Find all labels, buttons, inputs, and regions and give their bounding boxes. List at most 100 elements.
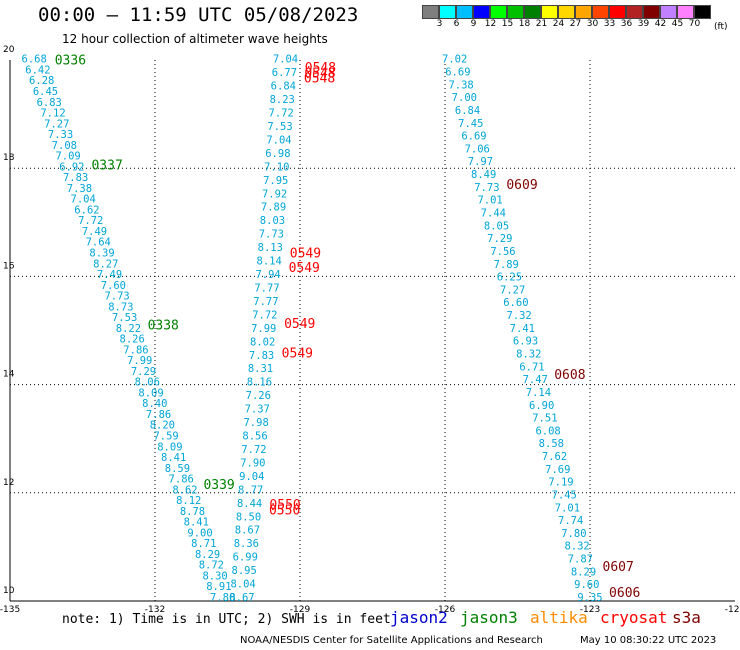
wave-height-label: 7.04: [273, 54, 298, 66]
wave-height-label: 7.45: [552, 489, 577, 501]
pass-time-label: 0549: [290, 246, 321, 261]
wave-height-label: 8.26: [120, 334, 145, 346]
wave-height-label: 7.53: [267, 121, 292, 133]
pass-time-label: 0548: [305, 61, 336, 76]
pass-time-label: 0548: [304, 66, 335, 81]
wave-height-label: 8.14: [257, 256, 282, 268]
wave-height-label: 7.86: [169, 474, 194, 486]
wave-height-label: 8.40: [142, 398, 167, 410]
legend-label: 30: [586, 19, 599, 29]
wave-height-label: 7.80: [210, 592, 235, 604]
legend-label: 33: [603, 19, 616, 29]
legend-label: 6: [453, 19, 460, 29]
y-tick-label: 18: [3, 153, 15, 163]
wave-height-label: 7.59: [153, 431, 178, 443]
legend-swatch: [541, 5, 558, 19]
legend-swatch: [609, 5, 626, 19]
footer-note: note: 1) Time is in UTC; 2) SWH is in fe…: [62, 612, 391, 627]
pass-time-label: 0337: [91, 158, 122, 173]
wave-height-label: 8.58: [539, 438, 564, 450]
legend-label: 21: [535, 19, 548, 29]
legend-label: 24: [552, 19, 565, 29]
pass-time-label: 0607: [603, 560, 634, 575]
wave-height-label: 7.49: [82, 226, 107, 238]
wave-height-label: 7.29: [131, 366, 156, 378]
wave-height-label: 7.73: [104, 291, 129, 303]
chart-subtitle: 12 hour collection of altimeter wave hei…: [62, 32, 328, 46]
wave-height-label: 9.60: [574, 579, 599, 591]
wave-height-label: 6.69: [461, 131, 486, 143]
wave-height-label: 7.62: [542, 451, 567, 463]
wave-height-label: 7.74: [558, 515, 583, 527]
pass-time-label: 0608: [554, 368, 585, 383]
wave-height-label: 8.67: [235, 525, 260, 537]
x-tick-label: -120: [725, 605, 740, 615]
legend-label: 39: [637, 19, 650, 29]
legend-label: 45: [671, 19, 684, 29]
legend-swatch: [558, 5, 575, 19]
legend-label: 70: [688, 19, 701, 29]
y-tick-label: 12: [3, 478, 14, 488]
wave-height-label: 8.32: [564, 541, 589, 553]
wave-height-label: 6.90: [529, 400, 554, 412]
wave-height-label: 7.92: [262, 188, 287, 200]
wave-height-label: 7.38: [67, 183, 92, 195]
wave-height-label: 8.41: [184, 517, 209, 529]
wave-height-label: 7.08: [52, 140, 77, 152]
wave-height-label: 7.12: [40, 108, 65, 120]
wave-height-label: 8.06: [135, 377, 160, 389]
wave-height-label: 8.95: [232, 565, 257, 577]
wave-height-label: 8.29: [571, 566, 596, 578]
wave-height-label: 7.60: [101, 280, 126, 292]
wave-height-label: 6.99: [233, 552, 258, 564]
footer-credit: NOAA/NESDIS Center for Satellite Applica…: [240, 635, 543, 646]
wave-height-label: 7.14: [526, 387, 551, 399]
wave-height-label: 8.72: [199, 560, 224, 572]
wave-height-label: 7.04: [71, 194, 96, 206]
wave-height-label: 7.00: [452, 92, 477, 104]
pass-time-label: 0548: [304, 72, 335, 87]
wave-height-label: 7.86: [123, 344, 148, 356]
legend-swatch: [626, 5, 643, 19]
wave-height-label: 7.99: [251, 323, 276, 335]
wave-height-label: 6.08: [535, 425, 560, 437]
y-tick-label: 10: [3, 586, 15, 596]
legend-label-row: 3 6 9 12 15 18 21 24 27 30 33 36 39 42 45 70: [422, 19, 711, 29]
wave-height-label: 7.98: [243, 417, 268, 429]
pass-time-label: 0336: [55, 53, 86, 68]
wave-height-label: 8.77: [238, 484, 263, 496]
wave-height-label: 7.86: [146, 409, 171, 421]
wave-height-label: 7.38: [448, 79, 473, 91]
x-tick-label: -132: [145, 605, 165, 615]
wave-height-label: 8.41: [161, 452, 186, 464]
wave-height-label: 7.44: [481, 208, 506, 220]
wave-height-label: 8.04: [230, 579, 255, 591]
wave-height-label: 6.28: [29, 75, 54, 87]
wave-height-label: 7.37: [245, 404, 270, 416]
wave-height-label: 7.27: [500, 284, 525, 296]
wave-height-label: 6.60: [503, 297, 528, 309]
wave-height-label: 6.93: [513, 336, 538, 348]
legend-swatch: [439, 5, 456, 19]
legend-label: 12: [484, 19, 497, 29]
wave-height-label: 8.62: [172, 484, 197, 496]
satellite-jason3: jason3: [460, 608, 518, 627]
wave-height-label: 7.83: [63, 172, 88, 184]
legend-label: 27: [569, 19, 582, 29]
wave-height-label: 8.49: [471, 169, 496, 181]
wave-height-label: 7.49: [97, 269, 122, 281]
wave-height-label: 8.91: [206, 581, 231, 593]
wave-height-label: 8.03: [260, 215, 285, 227]
legend-swatch: [422, 5, 439, 19]
wave-height-label: 8.09: [157, 441, 182, 453]
wave-height-label: 8.73: [108, 301, 133, 313]
wave-height-label: 7.56: [490, 246, 515, 258]
wave-height-label: 7.01: [555, 502, 580, 514]
legend-swatch: [660, 5, 677, 19]
x-tick-label: -135: [0, 605, 20, 615]
wave-height-label: 7.89: [261, 202, 286, 214]
legend-swatch-row: [422, 5, 711, 19]
wave-height-label: 7.32: [506, 310, 531, 322]
pass-time-label: 0550: [269, 498, 300, 513]
